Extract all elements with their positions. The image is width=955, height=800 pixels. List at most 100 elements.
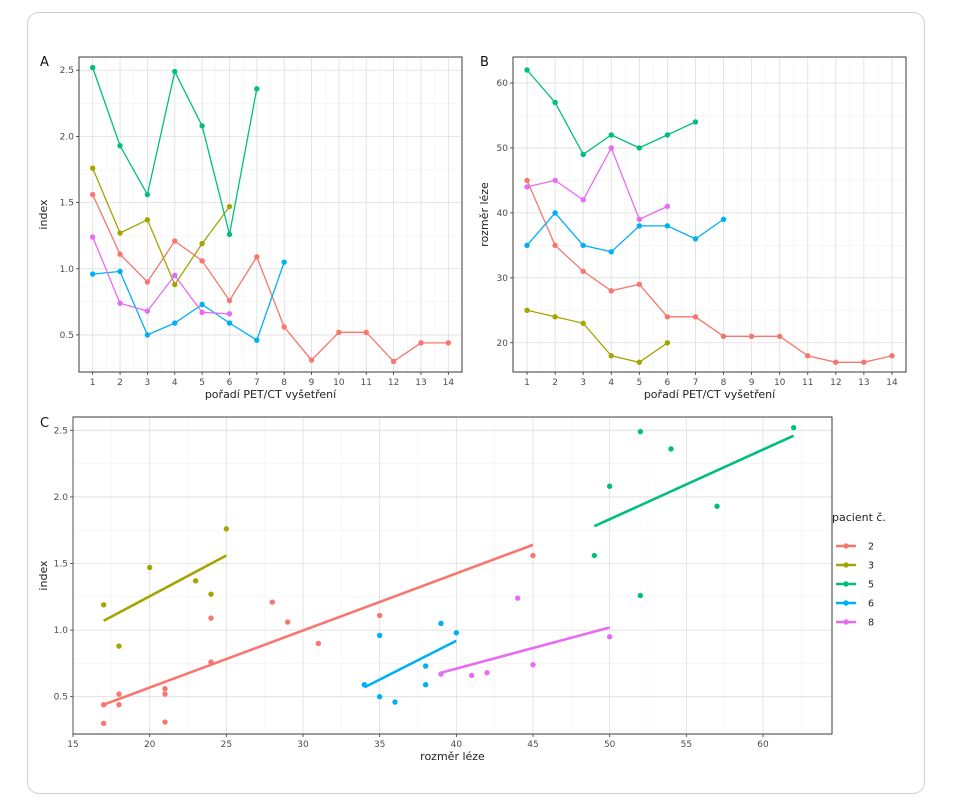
x-tick-label: 7 (693, 378, 699, 388)
data-point-5 (254, 86, 260, 92)
data-point-5 (664, 132, 671, 138)
data-point-3 (524, 307, 530, 313)
data-point-2 (608, 288, 614, 294)
data-point-8 (468, 672, 475, 679)
data-point-5 (552, 99, 558, 106)
data-point-6 (172, 320, 178, 326)
panel-tag-b: B (480, 55, 489, 70)
data-point-5 (636, 145, 643, 151)
legend-label-8: 8 (868, 618, 874, 629)
data-point-2 (833, 359, 839, 365)
data-point-5 (606, 483, 613, 489)
data-point-2 (552, 242, 558, 249)
data-point-5 (591, 552, 598, 559)
data-point-2 (524, 177, 530, 184)
x-tick-label: 14 (886, 378, 898, 388)
x-tick-label: 13 (415, 378, 426, 388)
fit-line-2 (103, 543, 534, 706)
series-line-2 (526, 180, 893, 363)
data-point-2 (580, 268, 586, 275)
data-point-5 (668, 446, 674, 452)
data-point-8 (524, 184, 530, 190)
y-tick-label: 2.0 (54, 493, 69, 503)
data-point-8 (514, 595, 521, 601)
data-point-2 (89, 191, 96, 198)
data-point-6 (422, 663, 429, 669)
data-point-6 (524, 242, 530, 249)
data-point-3 (146, 564, 153, 571)
data-point-8 (172, 272, 178, 279)
data-point-2 (720, 333, 727, 339)
x-tick-label: 12 (830, 378, 841, 388)
data-point-2 (664, 314, 671, 320)
series-line-6 (92, 261, 285, 342)
data-point-2 (172, 238, 178, 244)
data-point-3 (89, 165, 96, 171)
data-point-6 (376, 694, 383, 700)
y-tick-label: 1.0 (60, 265, 75, 275)
data-point-2 (418, 340, 424, 346)
data-point-8 (606, 634, 613, 640)
x-tick-label: 20 (144, 740, 156, 750)
data-point-8 (117, 300, 123, 306)
data-point-8 (530, 662, 536, 668)
data-point-8 (636, 216, 643, 223)
x-tick-label: 10 (333, 378, 345, 388)
x-tick-label: 11 (802, 378, 813, 388)
fit-line-6 (363, 639, 457, 689)
data-point-2 (208, 659, 214, 665)
data-point-6 (144, 332, 151, 338)
fit-line-5 (593, 434, 795, 528)
y-tick-label: 1.5 (60, 199, 74, 209)
data-point-6 (580, 242, 586, 249)
data-point-2 (308, 357, 315, 363)
data-point-2 (116, 701, 122, 708)
series-line-3 (526, 309, 668, 363)
data-point-3 (636, 359, 643, 365)
data-point-6 (392, 699, 398, 705)
data-point-2 (636, 281, 643, 288)
fit-line-8 (440, 626, 611, 674)
data-point-3 (116, 643, 122, 649)
y-axis-title-a: index (37, 199, 50, 230)
data-point-8 (580, 197, 586, 203)
y-tick-label: 2.0 (60, 132, 75, 142)
y-tick-label: 1.0 (54, 626, 69, 636)
data-point-8 (608, 145, 614, 151)
data-point-3 (172, 281, 178, 288)
data-point-2 (269, 599, 276, 605)
data-point-8 (664, 203, 671, 210)
data-point-2 (315, 640, 322, 647)
data-point-3 (208, 591, 214, 597)
data-point-6 (117, 268, 123, 275)
data-point-2 (376, 612, 383, 619)
data-point-3 (608, 353, 614, 359)
legend-key-point-8 (843, 619, 849, 625)
series-line-3 (92, 167, 231, 286)
x-axis-title-a: pořadí PET/CT vyšetření (205, 388, 337, 401)
data-point-5 (172, 68, 178, 75)
data-point-5 (692, 119, 699, 125)
data-point-2 (805, 353, 811, 359)
data-point-3 (144, 217, 151, 223)
y-tick-label: 50 (497, 144, 509, 154)
data-point-6 (664, 223, 671, 229)
data-point-2 (692, 314, 699, 320)
x-tick-label: 5 (636, 378, 642, 388)
x-tick-label: 40 (451, 740, 463, 750)
data-point-5 (89, 64, 96, 71)
data-point-5 (524, 67, 530, 73)
data-point-6 (376, 632, 383, 639)
data-point-5 (144, 191, 151, 198)
data-point-8 (199, 309, 205, 316)
x-tick-label: 55 (681, 740, 692, 750)
x-tick-label: 4 (608, 378, 614, 388)
x-tick-label: 15 (67, 740, 78, 750)
data-point-2 (117, 251, 123, 257)
x-tick-label: 1 (524, 378, 530, 388)
data-point-6 (254, 337, 260, 343)
x-tick-label: 11 (361, 378, 372, 388)
data-point-3 (199, 240, 205, 247)
data-point-2 (199, 258, 205, 264)
x-tick-label: 3 (580, 378, 586, 388)
